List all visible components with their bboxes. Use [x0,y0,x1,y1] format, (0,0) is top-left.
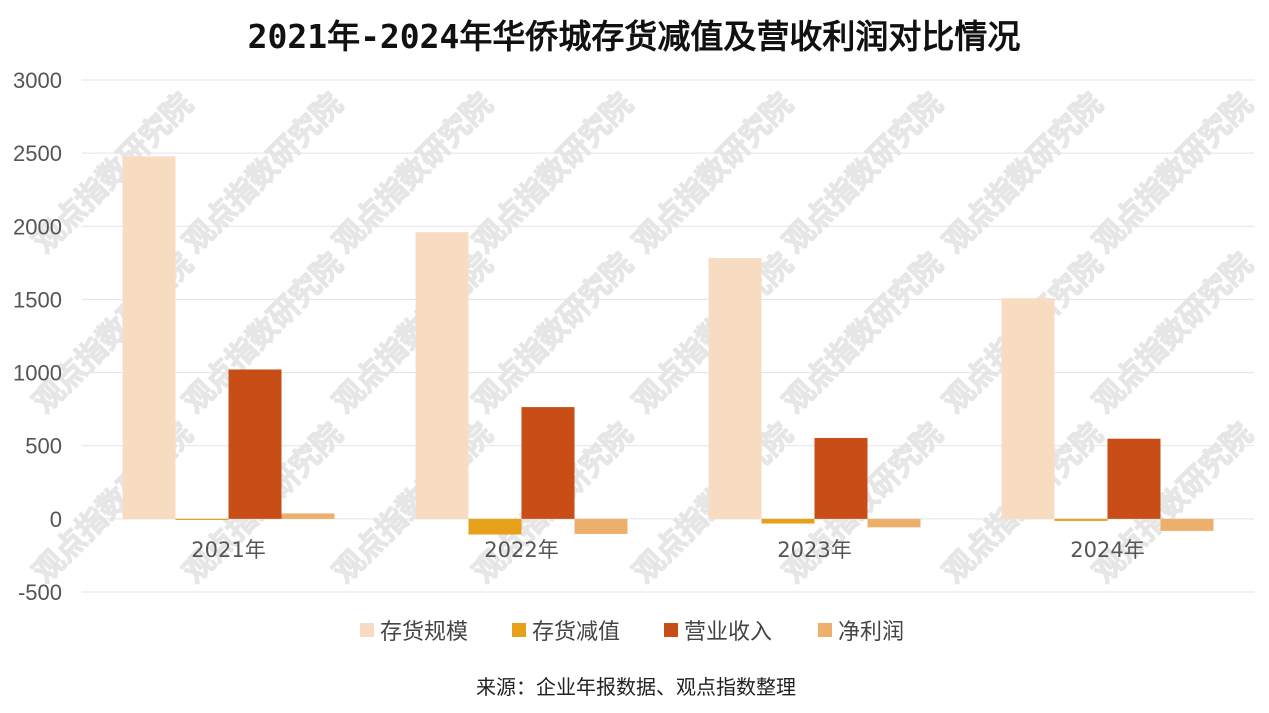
bar-1 [122,156,176,519]
bar-3 [228,369,282,519]
bar-3 [521,407,575,519]
y-axis: 3000 2500 2000 1500 1000 500 0 -500 [13,68,62,605]
watermark-text: 观点指数研究院 [177,87,350,260]
chart-title: 2021年-2024年华侨城存货减值及营收利润对比情况 [248,17,1021,56]
legend-swatch [360,623,374,637]
watermark-layer: 观点指数研究院观点指数研究院观点指数研究院观点指数研究院观点指数研究院观点指数研… [26,86,1260,590]
legend-swatch [664,623,678,637]
bar-1 [1001,298,1055,519]
watermark-text: 观点指数研究院 [627,87,800,260]
bar-4 [1160,518,1214,531]
legend-label: 营业收入 [684,620,772,645]
y-tick-label: 3000 [13,68,62,93]
y-tick-label: 2500 [13,141,62,166]
bar-2 [1054,518,1108,521]
y-tick-label: 1000 [13,361,62,386]
legend-swatch [818,623,832,637]
y-tick-label: 1500 [13,287,62,312]
y-tick-label: 0 [50,507,62,532]
watermark-text: 观点指数研究院 [777,87,950,260]
x-tick-label: 2022年 [484,538,558,562]
y-tick-label: -500 [18,580,62,605]
bar-3 [814,437,868,519]
x-tick-label: 2023年 [777,538,851,562]
watermark-text: 观点指数研究院 [777,247,950,420]
bar-2 [175,518,229,521]
bar-1 [708,258,762,519]
legend-swatch [512,623,526,637]
bar-2 [761,518,815,524]
watermark-text: 观点指数研究院 [1087,87,1260,260]
bar-2 [468,518,522,535]
x-tick-label: 2024年 [1070,538,1144,562]
bar-4 [574,518,628,534]
bar-1 [415,232,469,519]
x-tick-label: 2021年 [191,538,265,562]
watermark-text: 观点指数研究院 [937,87,1110,260]
legend-label: 存货规模 [380,620,468,645]
plot-area [122,156,1214,535]
legend-label: 存货减值 [532,620,620,645]
watermark-text: 观点指数研究院 [1087,247,1260,420]
y-tick-label: 2000 [13,214,62,239]
bar-4 [867,518,921,528]
source-note: 来源：企业年报数据、观点指数整理 [476,675,796,699]
legend: 存货规模 存货减值 营业收入 净利润 [360,620,904,645]
x-axis: 2021年 2022年 2023年 2024年 [191,538,1144,562]
legend-label: 净利润 [838,620,904,645]
bar-4 [281,513,335,519]
y-tick-label: 500 [25,434,62,459]
bar-3 [1107,438,1161,519]
